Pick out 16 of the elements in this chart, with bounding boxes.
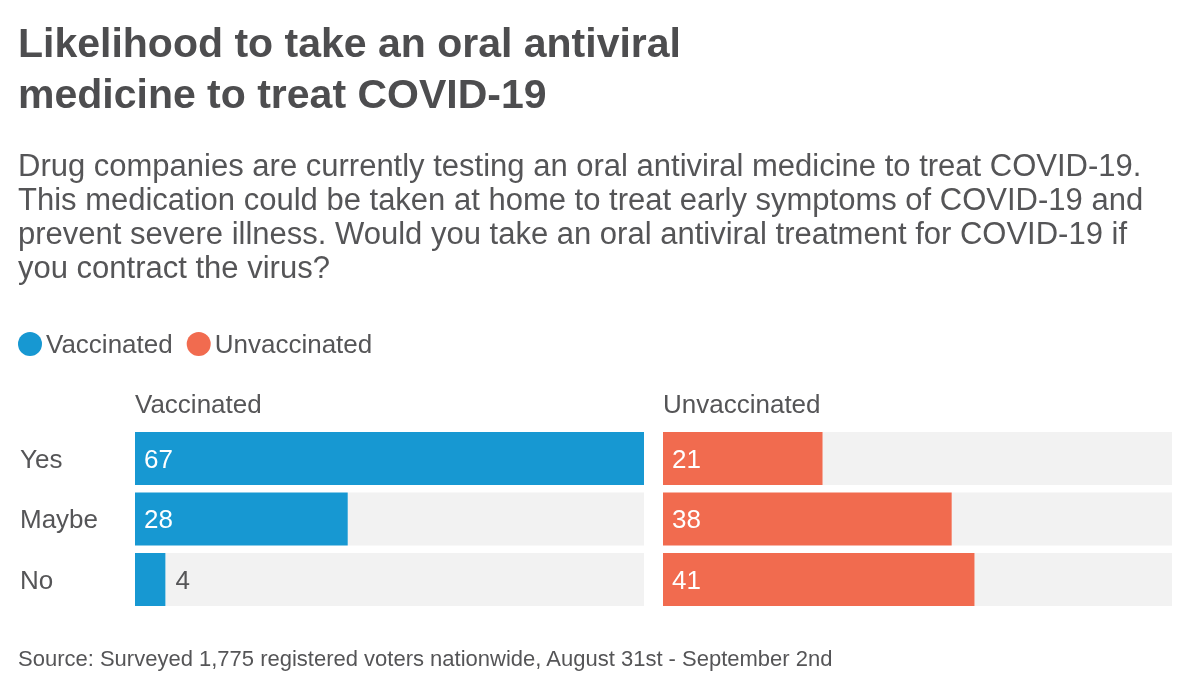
x-axis-title: Unvaccinated	[663, 389, 821, 419]
chart-subtitle: Drug companies are currently testing an oral antiviral medicine to treat COVID-19. This medication could be taken at home to treat early symptoms of COVID-19 and prevent severe illness. Would you take an oral antiviral treatment for COVID-19 if you contract the virus?	[18, 148, 1144, 285]
data-label: 41	[672, 564, 701, 595]
data-label: 21	[672, 443, 701, 474]
chart-title: Likelihood to take an oral antiviral medicine to treat COVID-19	[18, 20, 681, 117]
y-tick-label: No	[20, 564, 54, 595]
x-axis-title: Vaccinated	[135, 389, 262, 419]
legend-label: Unvaccinated	[214, 329, 373, 360]
source-note: Source: Surveyed 1,775 registered voters nationwide, August 31st - September 2nd	[18, 646, 833, 671]
legend-label: Vaccinated	[46, 329, 173, 360]
data-label: 38	[672, 504, 701, 535]
y-tick-label: Yes	[20, 443, 63, 474]
data-label: 28	[144, 504, 173, 535]
y-tick-label: Maybe	[20, 504, 99, 535]
data-label: 67	[144, 443, 173, 474]
data-label: 4	[175, 564, 190, 595]
